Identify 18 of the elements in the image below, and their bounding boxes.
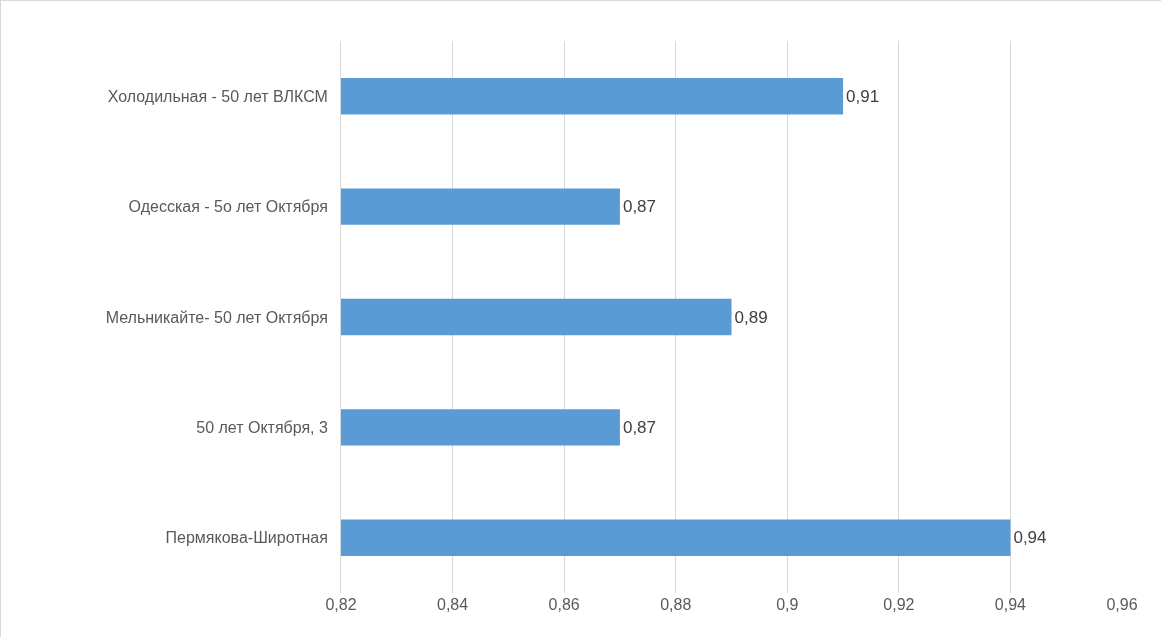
y-tick-label: Пермякова-Широтная [165,529,337,547]
x-tick-label: 0,9 [776,596,799,613]
x-tick-label: 0,82 [325,596,357,613]
x-tick-label: 0,94 [994,596,1027,613]
y-tick-label: Холодильная - 50 лет ВЛКСМ [107,87,337,105]
data-label: 0,94 [1013,528,1047,548]
y-tick-label: Мельникайте- 50 лет Октября [105,308,337,326]
x-tick-label: 0,92 [883,596,915,613]
data-label: 0,87 [622,197,657,217]
data-label: 0,89 [734,307,768,327]
x-tick-label: 0,96 [1106,596,1138,613]
data-label: 0,91 [846,86,880,106]
x-tick-label: 0,88 [660,596,692,613]
x-tick-label: 0,86 [548,596,580,613]
y-tick-label: 50 лет Октября, 3 [196,419,337,436]
x-tick-label: 0,84 [437,596,469,613]
data-label: 0,87 [622,417,657,437]
y-tick-label: Одесская - 5о лет Октября [128,198,337,216]
